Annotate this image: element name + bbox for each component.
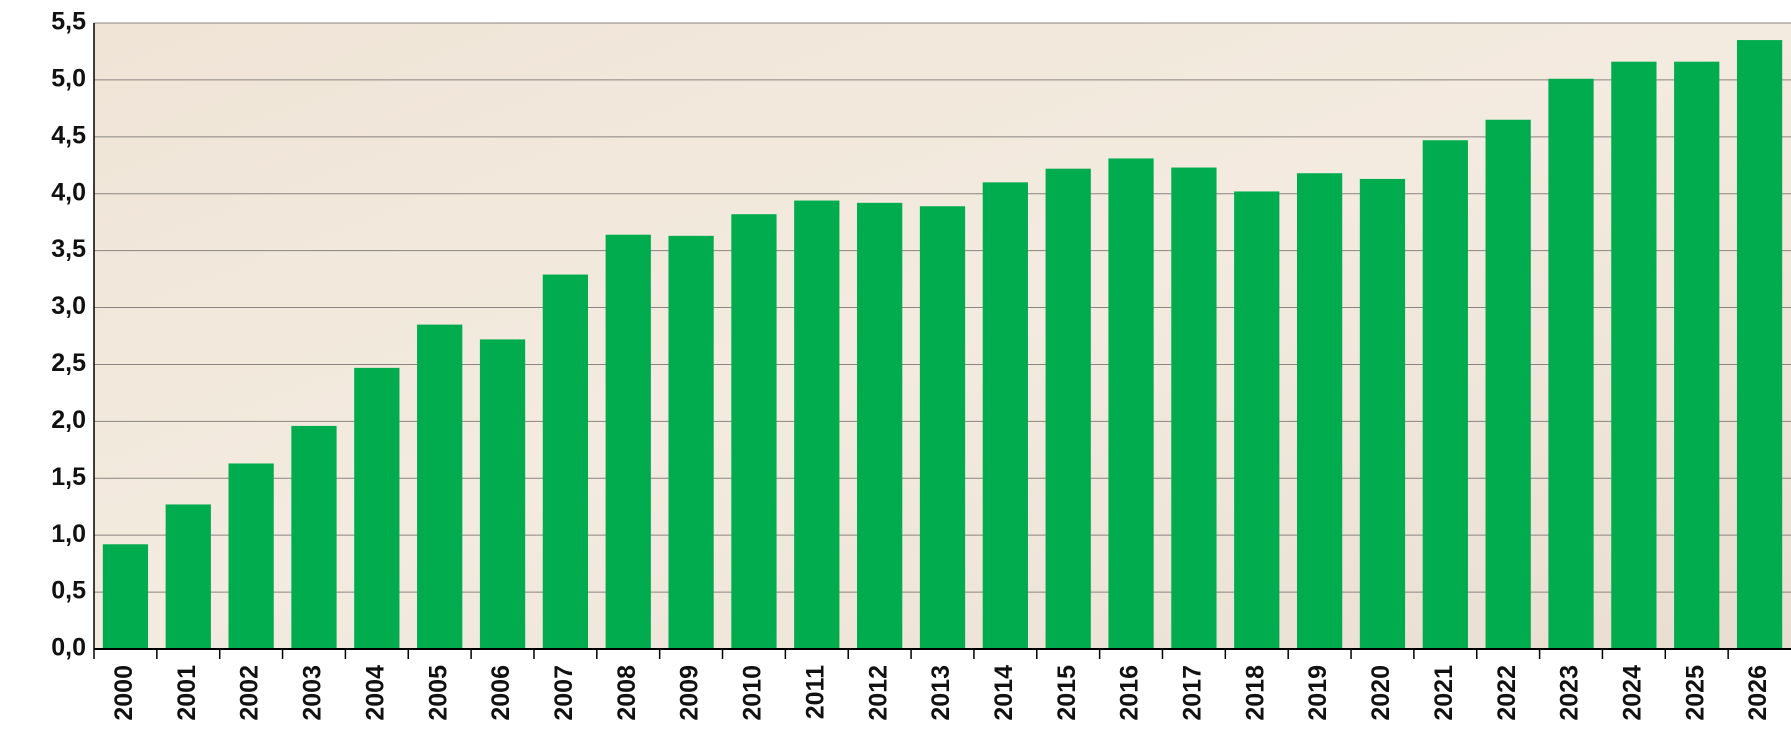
bar xyxy=(982,182,1028,649)
y-tick-label: 0,5 xyxy=(51,577,86,605)
y-tick-label: 4,0 xyxy=(51,178,86,206)
bar xyxy=(165,504,211,649)
bar xyxy=(1234,191,1280,649)
bar xyxy=(1359,178,1406,649)
bar xyxy=(1108,158,1154,649)
y-tick-label: 1,0 xyxy=(51,520,86,548)
bar xyxy=(417,324,463,649)
x-tick-label: 2017 xyxy=(1179,665,1207,721)
bar xyxy=(102,544,149,649)
x-tick-label: 2008 xyxy=(613,665,641,721)
bar xyxy=(919,206,966,650)
x-tick-label: 2009 xyxy=(676,665,704,721)
bar xyxy=(291,425,337,649)
x-tick-label: 2018 xyxy=(1241,665,1269,721)
bar xyxy=(668,235,714,649)
bar xyxy=(354,367,400,649)
x-tick-label: 2015 xyxy=(1053,665,1081,721)
bar xyxy=(1736,40,1783,649)
bar xyxy=(794,200,840,649)
x-tick-label: 2014 xyxy=(990,665,1018,721)
bar xyxy=(1674,61,1720,649)
y-tick-label: 3,5 xyxy=(51,235,86,263)
x-tick-label: 2006 xyxy=(487,665,515,721)
x-tick-label: 2005 xyxy=(424,665,452,721)
y-tick-label: 0,0 xyxy=(51,634,86,662)
y-tick-label: 2,0 xyxy=(51,406,86,434)
x-tick-label: 2001 xyxy=(173,665,201,721)
bar xyxy=(731,214,777,649)
x-tick-label: 2000 xyxy=(110,665,138,721)
bar xyxy=(857,202,903,649)
y-tick-label: 5,0 xyxy=(51,65,86,93)
x-tick-label: 2012 xyxy=(864,665,892,721)
x-tick-label: 2025 xyxy=(1681,665,1709,721)
x-tick-label: 2022 xyxy=(1493,665,1521,721)
y-tick-label: 4,5 xyxy=(51,121,86,149)
bar xyxy=(1045,168,1091,650)
x-tick-label: 2019 xyxy=(1304,665,1332,721)
y-tick-label: 3,0 xyxy=(51,292,86,320)
x-tick-label: 2013 xyxy=(927,665,955,721)
bar xyxy=(1296,173,1343,650)
x-tick-label: 2004 xyxy=(361,665,389,721)
bar xyxy=(1548,78,1594,649)
x-tick-label: 2010 xyxy=(739,665,767,721)
y-tick-label: 2,5 xyxy=(51,349,86,377)
bar xyxy=(228,463,274,649)
bar xyxy=(1611,61,1657,649)
x-tick-label: 2026 xyxy=(1744,665,1772,721)
x-tick-label: 2020 xyxy=(1367,665,1395,721)
x-tick-label: 2002 xyxy=(236,665,264,721)
bar xyxy=(605,234,651,649)
y-tick-label: 1,5 xyxy=(51,463,86,491)
bar xyxy=(479,339,526,649)
bar xyxy=(1171,167,1217,650)
bar xyxy=(1485,119,1531,649)
x-tick-label: 2007 xyxy=(550,665,578,721)
x-tick-label: 2024 xyxy=(1618,665,1646,721)
y-tick-label: 5,5 xyxy=(51,8,86,36)
bar xyxy=(542,274,589,649)
x-tick-label: 2003 xyxy=(299,665,327,721)
x-tick-label: 2021 xyxy=(1430,665,1458,721)
x-tick-label: 2023 xyxy=(1556,665,1584,721)
x-tick-label: 2016 xyxy=(1116,665,1144,721)
x-tick-label: 2011 xyxy=(801,665,829,719)
bar xyxy=(1422,140,1468,649)
